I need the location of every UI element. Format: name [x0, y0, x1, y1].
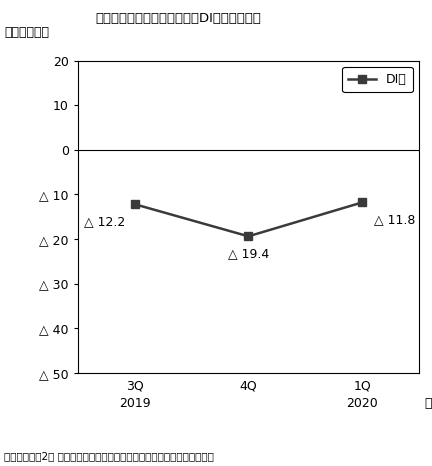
Text: 4Q: 4Q	[239, 379, 257, 392]
Text: △ 11.8: △ 11.8	[374, 213, 415, 226]
Text: △ 19.4: △ 19.4	[228, 247, 269, 260]
Text: 2020: 2020	[346, 397, 378, 411]
Legend: DI値: DI値	[342, 67, 413, 92]
DI値	[359, 199, 365, 205]
Text: △ 12.2: △ 12.2	[84, 215, 126, 228]
Text: （出所）「第2回 香港を取り巻くビジネス環境にかかるアンケート調査」: （出所）「第2回 香港を取り巻くビジネス環境にかかるアンケート調査」	[4, 452, 214, 461]
Line: DI値: DI値	[130, 198, 366, 240]
Text: （年）: （年）	[425, 397, 432, 411]
DI値	[132, 201, 137, 207]
DI値	[246, 233, 251, 239]
Text: 3Q: 3Q	[126, 379, 143, 392]
Text: 2019: 2019	[119, 397, 150, 411]
Text: （ポイント）: （ポイント）	[4, 26, 49, 39]
Text: 1Q: 1Q	[353, 379, 371, 392]
Text: 図　在香港の日系企業などのDI値（景況感）: 図 在香港の日系企業などのDI値（景況感）	[95, 12, 261, 25]
